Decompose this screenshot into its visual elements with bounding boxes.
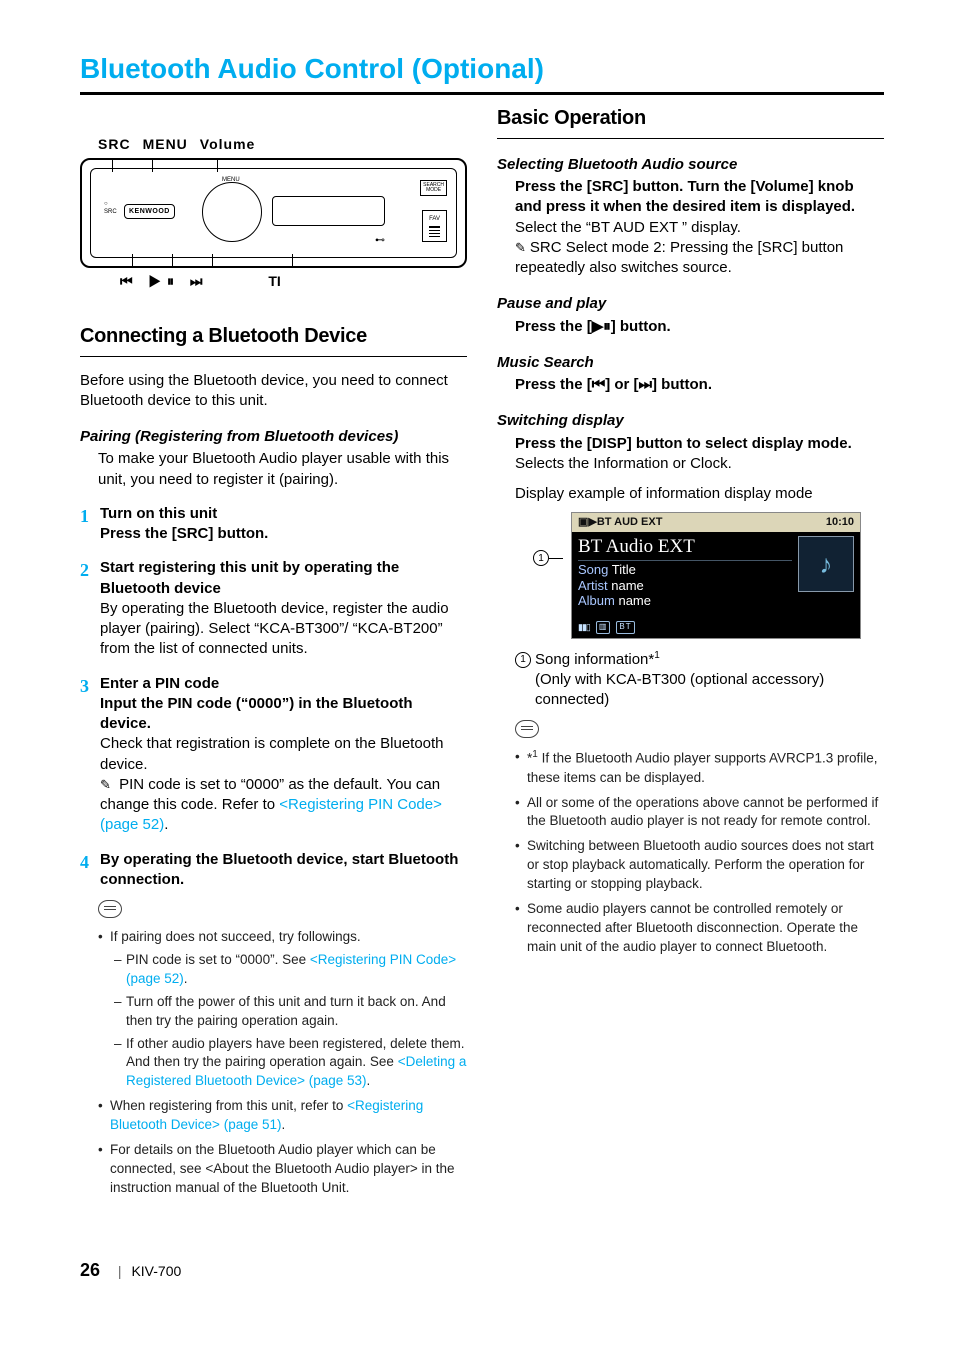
display-album: Album name (578, 593, 792, 609)
volume-knob-icon (202, 182, 262, 242)
heading-select-source: Selecting Bluetooth Audio source (497, 155, 884, 175)
step-number: 1 (80, 504, 89, 528)
display-song: Song Title (578, 562, 792, 578)
heading-connecting: Connecting a Bluetooth Device (80, 323, 467, 350)
page-title: Bluetooth Audio Control (Optional) (80, 50, 884, 95)
step-title: By operating the Bluetooth device, start… (100, 850, 467, 891)
album-art-icon: ♪ (798, 536, 854, 592)
note-item: Some audio players cannot be controlled … (515, 900, 884, 957)
step-instruction: Press the [SRC] button. (100, 524, 467, 544)
note-subitem: PIN code is set to “0000”. See <Register… (114, 951, 467, 989)
bt-indicator: BT (616, 621, 634, 634)
note-item: *1 If the Bluetooth Audio player support… (515, 748, 884, 787)
display-artist: Artist name (578, 578, 792, 594)
pairing-body: To make your Bluetooth Audio player usab… (98, 449, 467, 490)
callout-1: 1 (533, 550, 563, 566)
display-clock: 10:10 (826, 515, 854, 530)
fav-button: FAV (422, 210, 447, 242)
battery-icon: ▥ (596, 621, 611, 634)
step-title: Enter a PIN code (100, 674, 467, 694)
connecting-intro: Before using the Bluetooth device, you n… (80, 371, 467, 412)
note-item: All or some of the operations above cann… (515, 794, 884, 832)
pairing-notes: If pairing does not succeed, try followi… (98, 928, 467, 1198)
note-item: If pairing does not succeed, try followi… (98, 928, 467, 1091)
panel-bottom-labels: ⏮ ▶⏸ ⏭ TI (120, 272, 467, 291)
step-number: 2 (80, 558, 89, 582)
note: SRC Select mode 2: Pressing the [SRC] bu… (515, 238, 884, 279)
step-instruction: Input the PIN code (“0000”) in the Bluet… (100, 694, 467, 735)
operation-notes: *1 If the Bluetooth Audio player support… (515, 748, 884, 956)
search-mode-button: SEARCHMODE (420, 180, 447, 196)
info-icon (98, 900, 122, 918)
note-item: When registering from this unit, refer t… (98, 1097, 467, 1135)
page-footer: 26 | KIV-700 (80, 1258, 884, 1282)
display-mock: ▣▶BT AUD EXT 10:10 BT Audio EXT Song Tit… (571, 512, 861, 638)
heading-switching-display: Switching display (497, 411, 884, 431)
label-menu: MENU (143, 135, 188, 154)
label-volume: Volume (200, 135, 256, 154)
display-slot (272, 196, 385, 226)
step-title: Turn on this unit (100, 504, 467, 524)
instruction: Press the [DISP] button to select displa… (515, 434, 884, 454)
panel-top-labels: SRC MENU Volume (98, 135, 467, 154)
menu-label: MENU (222, 176, 240, 184)
text: Selects the Information or Clock. (515, 454, 884, 474)
instruction: Press the [SRC] button. Turn the [Volume… (515, 177, 884, 218)
note-item: For details on the Bluetooth Audio playe… (98, 1141, 467, 1198)
src-label: ○SRC (104, 200, 117, 216)
note-subitem: If other audio players have been registe… (114, 1035, 467, 1092)
legend-detail: (Only with KCA-BT300 (optional accessory… (535, 670, 884, 711)
step-2: 2 Start registering this unit by operati… (80, 558, 467, 659)
info-icon (515, 720, 539, 738)
device-panel-illustration: KENWOOD ○SRC MENU SEARCHMODE FAV ⊷ (80, 158, 467, 268)
display-legend: 1Song information*1 (Only with KCA-BT300… (515, 649, 884, 711)
instruction: Press the [⏮] or [⏭] button. (515, 375, 884, 395)
heading-pairing: Pairing (Registering from Bluetooth devi… (80, 427, 467, 447)
page-number: 26 (80, 1260, 100, 1280)
note-subitem: Turn off the power of this unit and turn… (114, 993, 467, 1031)
label-ti: TI (268, 273, 280, 289)
step-text: By operating the Bluetooth device, regis… (100, 599, 467, 660)
step-title: Start registering this unit by operating… (100, 558, 467, 599)
example-caption: Display example of information display m… (515, 484, 884, 504)
step-4: 4 By operating the Bluetooth device, sta… (80, 850, 467, 891)
brand-logo: KENWOOD (124, 204, 175, 219)
step-number: 4 (80, 850, 89, 874)
text: Select the “BT AUD EXT ” display. (515, 218, 884, 238)
step-note: PIN code is set to “0000” as the default… (100, 775, 467, 836)
note-item: Switching between Bluetooth audio source… (515, 837, 884, 894)
instruction: Press the [▶⏸] button. (515, 317, 884, 337)
heading-basic-operation: Basic Operation (497, 105, 884, 132)
label-src: SRC (98, 135, 131, 154)
heading-music-search: Music Search (497, 353, 884, 373)
step-1: 1 Turn on this unit Press the [SRC] butt… (80, 504, 467, 545)
heading-pause-play: Pause and play (497, 294, 884, 314)
display-source: ▣▶BT AUD EXT (578, 515, 662, 530)
step-text: Check that registration is complete on t… (100, 734, 467, 775)
step-3: 3 Enter a PIN code Input the PIN code (“… (80, 674, 467, 836)
step-number: 3 (80, 674, 89, 698)
signal-icon (578, 621, 590, 633)
model-name: KIV-700 (131, 1263, 181, 1279)
usb-icon: ⊷ (375, 234, 385, 248)
display-title: BT Audio EXT (578, 536, 792, 561)
transport-icons: ⏮ ▶⏸ ⏭ (120, 273, 208, 289)
